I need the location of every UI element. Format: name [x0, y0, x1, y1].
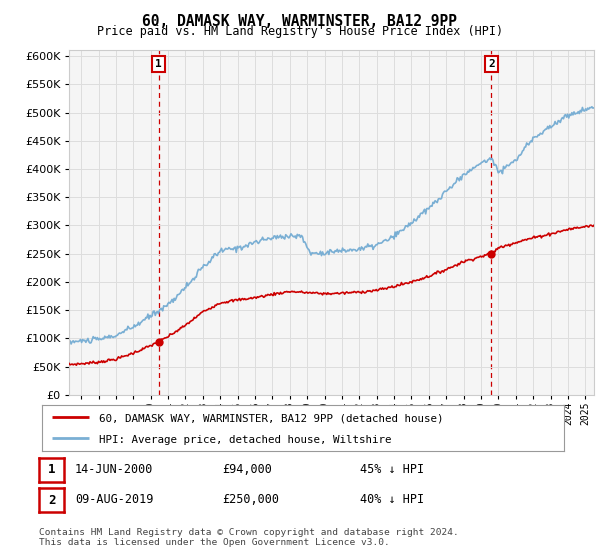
- Text: 1: 1: [155, 59, 162, 69]
- Text: 2: 2: [488, 59, 495, 69]
- Text: 2: 2: [48, 493, 55, 507]
- Text: 1: 1: [48, 463, 55, 477]
- Text: 09-AUG-2019: 09-AUG-2019: [75, 493, 154, 506]
- Text: Price paid vs. HM Land Registry's House Price Index (HPI): Price paid vs. HM Land Registry's House …: [97, 25, 503, 38]
- Text: Contains HM Land Registry data © Crown copyright and database right 2024.
This d: Contains HM Land Registry data © Crown c…: [39, 528, 459, 547]
- Text: 60, DAMASK WAY, WARMINSTER, BA12 9PP (detached house): 60, DAMASK WAY, WARMINSTER, BA12 9PP (de…: [100, 414, 444, 424]
- Text: 45% ↓ HPI: 45% ↓ HPI: [360, 463, 424, 476]
- Text: 60, DAMASK WAY, WARMINSTER, BA12 9PP: 60, DAMASK WAY, WARMINSTER, BA12 9PP: [143, 14, 458, 29]
- Text: £94,000: £94,000: [222, 463, 272, 476]
- Text: 14-JUN-2000: 14-JUN-2000: [75, 463, 154, 476]
- Text: £250,000: £250,000: [222, 493, 279, 506]
- Text: HPI: Average price, detached house, Wiltshire: HPI: Average price, detached house, Wilt…: [100, 435, 392, 445]
- Text: 40% ↓ HPI: 40% ↓ HPI: [360, 493, 424, 506]
